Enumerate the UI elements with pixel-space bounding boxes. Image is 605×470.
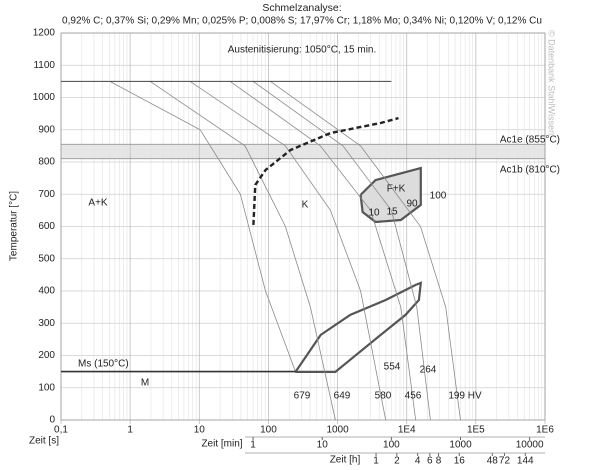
x-tick-label: 100 [260,425,277,436]
y-tick-label: 1100 [33,60,55,71]
marks [61,80,545,421]
tick-label: 144 [517,456,534,467]
tick-label: 2 [394,456,400,467]
y-tick-label: 1000 [33,92,56,103]
annotation: 90 [406,199,418,210]
y-tick-label: 400 [38,286,55,297]
cooling-curve [109,81,296,372]
tick-label: 10 [317,440,329,451]
hardness-label: 679 [294,391,311,402]
hardness-label: 264 [420,365,437,376]
y-tick-label: 100 [38,382,55,393]
hardness-label: 649 [334,391,351,402]
y-tick-label: 500 [38,253,55,264]
y-tick-label: 0 [49,415,55,426]
min-axis-label: Zeit [min] [201,439,242,450]
x-tick-label: 1E6 [536,425,554,436]
tick-label: 1000 [449,440,472,451]
chart-subtitle: 0,92% C; 0,37% Si; 0,29% Mn; 0,025% P; 0… [62,16,542,27]
x-axis-label: Zeit [s] [29,436,59,447]
annotation: A+K [88,198,108,209]
h-axis-label: Zeit [h] [330,455,361,466]
ms-label: Ms (150°C) [78,359,129,370]
hardness-label: 554 [384,362,401,373]
annotation: Austenitisierung: 1050°C, 15 min. [228,45,377,56]
watermark: © Datenbank StahlWissen [547,30,557,135]
tick-label: 8 [436,456,442,467]
hardness-label: 199 HV [448,391,482,402]
cooling-curve [229,81,417,421]
tick-label: 4 [415,456,421,467]
cooling-curve [252,81,431,421]
y-tick-label: 600 [38,221,55,232]
annotation: F+K [387,184,406,195]
y-tick-label: 1200 [33,28,56,39]
ac-band [61,144,545,159]
chart-title: Schmelzanalyse: [262,2,341,14]
annotation: K [302,200,309,211]
phase-region [294,281,423,373]
tick-label: 1 [373,456,379,467]
phase-region [359,166,422,224]
y-tick-label: 900 [38,124,55,135]
plot-frame [60,32,546,421]
hardness-label: 580 [375,391,392,402]
x-tick-label: 10 [194,425,206,436]
x-tick-label: 1 [127,425,133,436]
tick-label: 16 [454,456,466,467]
x-tick-label: 1E5 [467,425,485,436]
tick-label: 10000 [516,440,544,451]
y-tick-label: 300 [38,318,55,329]
cooling-curve [149,81,336,421]
annotation: 100 [430,191,447,202]
y-tick-label: 800 [38,157,55,168]
transformation-start [252,116,399,225]
y-tick-label: 200 [38,350,55,361]
cooling-curve [189,81,387,421]
ac-label: Ac1e (855°C) [500,135,560,146]
tick-label: 6 [427,456,433,467]
cooling-curve [270,81,461,421]
y-tick-label: 700 [38,189,55,200]
x-tick-label: 0,1 [54,425,68,436]
x-tick-label: 1000 [326,425,349,436]
tick-label: 72 [499,456,511,467]
grid [60,32,546,424]
ac-label: Ac1b (810°C) [500,165,560,176]
annotation: M [141,378,149,389]
tick-label: 48 [487,456,499,467]
tick-label: 100 [383,440,400,451]
annotation: 15 [386,207,398,218]
tick-label: 1 [250,440,256,451]
hardness-label: 456 [405,391,422,402]
y-axis-label: Temperatur [°C] [9,191,20,261]
annotation: 10 [368,208,380,219]
x-tick-label: 1E4 [398,425,416,436]
